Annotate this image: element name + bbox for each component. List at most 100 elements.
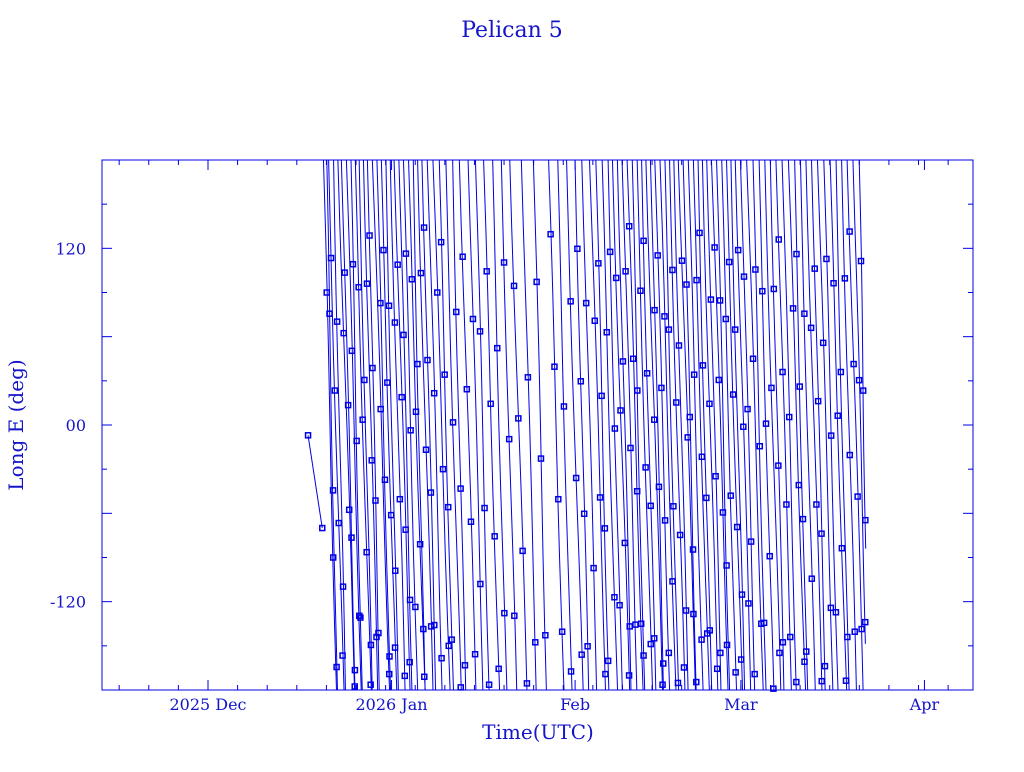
data-point xyxy=(823,255,830,263)
data-point xyxy=(398,393,405,401)
data-point xyxy=(647,640,654,648)
data-point xyxy=(793,250,800,258)
series-line xyxy=(509,159,528,691)
data-point xyxy=(448,636,456,643)
data-point xyxy=(590,564,597,572)
data-point xyxy=(331,387,339,394)
data-point xyxy=(319,524,326,532)
data-point xyxy=(629,355,637,362)
data-point xyxy=(396,495,404,503)
data-point xyxy=(698,636,705,643)
series-line xyxy=(421,159,437,691)
data-point xyxy=(329,554,337,561)
data-point xyxy=(659,681,666,688)
series-line xyxy=(621,159,638,691)
x-tick-label: 2025 Dec xyxy=(169,695,246,714)
series-line xyxy=(616,159,632,691)
data-point xyxy=(814,397,822,405)
data-point xyxy=(555,495,562,503)
series-line xyxy=(354,159,372,691)
data-point xyxy=(674,679,682,687)
data-point xyxy=(385,302,393,309)
data-point xyxy=(669,266,676,274)
data-point xyxy=(723,641,731,649)
data-point xyxy=(416,541,424,548)
data-point xyxy=(491,533,498,540)
data-point xyxy=(759,287,766,295)
data-point xyxy=(511,612,518,620)
data-point xyxy=(673,399,680,406)
data-point xyxy=(855,376,863,384)
data-point xyxy=(622,268,629,275)
data-point xyxy=(752,266,759,273)
data-point xyxy=(341,269,348,276)
data-point xyxy=(580,510,588,518)
data-point xyxy=(414,360,421,368)
data-point xyxy=(665,649,673,657)
data-point xyxy=(862,516,869,524)
data-point xyxy=(841,275,849,282)
series-line xyxy=(350,159,363,691)
data-point xyxy=(680,664,688,671)
data-point xyxy=(859,387,867,394)
series-line xyxy=(816,159,834,691)
data-point xyxy=(505,435,513,443)
data-point xyxy=(850,360,857,368)
data-point xyxy=(493,344,501,352)
data-point xyxy=(431,621,438,629)
data-point xyxy=(420,625,427,633)
y-tick-label: 00 xyxy=(66,416,86,435)
series-line xyxy=(376,159,392,691)
series-line xyxy=(467,159,484,691)
series-line xyxy=(692,159,710,691)
data-point xyxy=(532,639,539,646)
data-point xyxy=(698,453,706,461)
series-line xyxy=(458,159,477,691)
series-line xyxy=(645,159,663,691)
series-line xyxy=(706,159,722,691)
series-line xyxy=(362,159,379,691)
data-point xyxy=(619,358,627,365)
data-point xyxy=(584,643,591,650)
series-line xyxy=(730,159,746,691)
series-line xyxy=(697,159,713,691)
series-line xyxy=(389,159,406,691)
series-line xyxy=(841,159,857,691)
data-point xyxy=(572,474,580,482)
data-point xyxy=(712,472,719,480)
series-line xyxy=(412,159,426,691)
series-line xyxy=(483,159,501,691)
data-point xyxy=(734,246,742,254)
series-line xyxy=(337,159,355,691)
data-point xyxy=(519,547,526,555)
data-point xyxy=(851,628,858,635)
data-point xyxy=(603,329,610,336)
data-point xyxy=(487,400,494,408)
data-point xyxy=(651,306,658,314)
series-line xyxy=(333,159,346,691)
series-line xyxy=(687,159,704,691)
series-line xyxy=(781,159,797,691)
data-point xyxy=(439,465,447,473)
data-point xyxy=(751,670,758,678)
series-line xyxy=(595,159,610,691)
data-point xyxy=(344,401,352,409)
data-point xyxy=(642,464,649,471)
data-point xyxy=(785,413,793,421)
series-line xyxy=(758,159,775,691)
data-point xyxy=(357,614,364,621)
data-point xyxy=(770,285,778,293)
data-point xyxy=(591,317,599,325)
data-point xyxy=(329,487,337,494)
series-line xyxy=(673,159,689,691)
data-point xyxy=(821,662,829,670)
data-point xyxy=(690,371,698,378)
data-point xyxy=(827,432,835,439)
data-point xyxy=(595,260,602,267)
data-point xyxy=(716,297,724,304)
data-point xyxy=(501,609,508,617)
data-point xyxy=(348,534,355,541)
series-line xyxy=(805,159,823,691)
data-point xyxy=(596,494,604,501)
y-tick-label: 120 xyxy=(55,239,86,258)
